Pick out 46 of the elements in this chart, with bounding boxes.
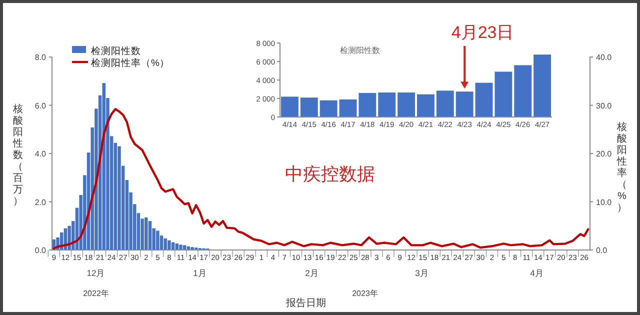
bar [190, 247, 194, 250]
y-tick-label: 2.0 [34, 198, 47, 207]
text: 1月 [193, 268, 207, 278]
bar [456, 92, 474, 117]
bar [417, 94, 434, 117]
annotation: 4月23日 [451, 23, 514, 42]
bar [179, 244, 182, 250]
bar [514, 65, 532, 117]
text: 2022年 [83, 289, 109, 298]
y2-tick-label: 20.0 [596, 150, 612, 158]
legend-label: 检测阳性率（%） [91, 57, 170, 69]
bar [300, 98, 318, 117]
bar [475, 82, 493, 117]
text: 2月 [305, 268, 319, 278]
y2-tick-label: 30.0 [596, 101, 612, 110]
bar [436, 90, 454, 117]
bar [281, 96, 298, 117]
bar [168, 240, 171, 250]
text: 2023年 [352, 289, 378, 298]
bar [320, 100, 338, 117]
bar [534, 54, 551, 117]
bar [156, 230, 160, 250]
chart-title: 检测阳性数 [340, 46, 380, 55]
bar [148, 221, 152, 250]
bar [144, 217, 148, 250]
y-tick-label: 6.0 [34, 101, 47, 110]
bar [118, 146, 121, 250]
bar [378, 92, 396, 117]
y-tick-label: 0.0 [34, 246, 47, 255]
y-tick-label: 8.0 [34, 53, 47, 62]
x-axis-title: 报告日期 [285, 297, 326, 309]
legend-label: 检测阳性数 [91, 45, 141, 57]
y2-tick-label: 0.0 [596, 246, 608, 255]
y2-tick-label: 40.0 [596, 53, 612, 62]
bar [339, 99, 357, 117]
text: 4月 [530, 268, 544, 278]
y-tick-label: 4.0 [34, 150, 47, 158]
annotation: 中疾控数据 [285, 164, 375, 184]
y2-tick-label: 10.0 [596, 198, 612, 207]
y2-axis-title: 核酸阳性率（%） [616, 121, 627, 214]
bar [358, 92, 376, 117]
text: 12月 [86, 268, 106, 278]
text: 核酸阳性数（百万） [13, 104, 23, 207]
bar [494, 72, 512, 117]
bar [398, 92, 415, 117]
text: 3月 [415, 268, 429, 278]
